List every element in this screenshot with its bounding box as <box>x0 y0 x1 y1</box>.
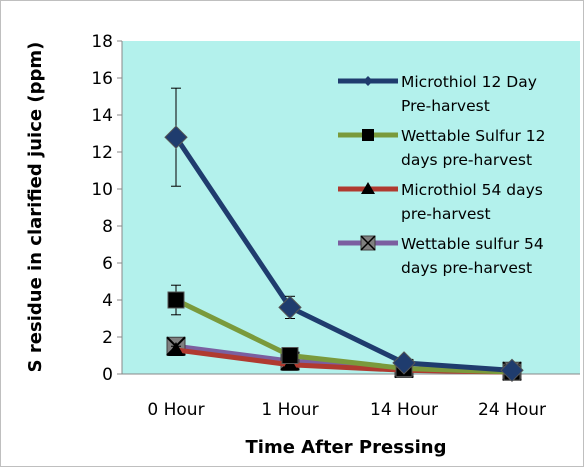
y-tick-label: 6 <box>102 254 113 274</box>
x-tick-label: 14 Hour <box>370 400 438 420</box>
y-tick-label: 14 <box>91 106 113 126</box>
series-layer <box>164 87 524 383</box>
legend-entry-1: Wettable Sulfur 12 days pre-harvest <box>338 127 546 169</box>
diamond-marker <box>500 358 524 383</box>
legend-label: days pre-harvest <box>401 259 532 277</box>
series-line <box>173 297 515 375</box>
legend-diamond-marker <box>363 76 373 86</box>
diamond-marker <box>164 125 188 149</box>
x-tick-label: 1 Hour <box>261 400 318 420</box>
legend-label: days pre-harvest <box>401 151 532 169</box>
x-tick-label: 0 Hour <box>147 400 204 420</box>
x-axis-title: Time After Pressing <box>246 437 447 458</box>
plot-area <box>122 41 580 374</box>
legend-triangle-marker <box>361 182 375 194</box>
x-axis: 0 Hour 1 Hour 14 Hour 24 Hour <box>122 373 580 420</box>
legend-label: Wettable Sulfur 12 <box>401 127 546 145</box>
y-tick-label: 2 <box>102 328 113 348</box>
triangle-marker <box>168 341 184 356</box>
legend-entry-2: Microthiol 54 days pre-harvest <box>338 181 543 223</box>
series-line <box>173 134 515 373</box>
y-tick-label: 4 <box>102 291 113 311</box>
series-0 <box>164 87 524 383</box>
legend-label: pre-harvest <box>401 205 491 223</box>
legend-entry-3: Wettable sulfur 54 days pre-harvest <box>338 235 544 277</box>
diamond-marker <box>278 295 302 320</box>
y-tick-label: 8 <box>102 217 113 237</box>
legend-label: Microthiol 54 days <box>401 181 543 199</box>
legend-label: Wettable sulfur 54 <box>401 235 544 253</box>
y-tick-label: 16 <box>91 69 113 89</box>
legend-entry-0: Microthiol 12 Day Pre-harvest <box>338 73 537 115</box>
legend-label: Pre-harvest <box>401 97 490 115</box>
y-axis: 0 2 4 6 8 10 12 14 16 18 <box>91 32 123 385</box>
y-tick-label: 12 <box>91 143 113 163</box>
y-tick-label: 10 <box>91 180 113 200</box>
legend-label: Microthiol 12 Day <box>401 73 537 91</box>
square-marker <box>281 347 299 364</box>
legend-x-box-marker <box>360 235 376 251</box>
square-marker <box>167 291 185 309</box>
y-tick-label: 18 <box>91 32 113 52</box>
legend-square-marker <box>362 129 374 141</box>
diamond-marker <box>392 351 416 375</box>
y-tick-label: 0 <box>102 365 113 385</box>
legend: Microthiol 12 Day Pre-harvest Wettable Sul… <box>338 73 546 277</box>
x-tick-label: 24 Hour <box>478 400 546 420</box>
y-axis-title: S residue in clarified juice (ppm) <box>25 42 46 373</box>
